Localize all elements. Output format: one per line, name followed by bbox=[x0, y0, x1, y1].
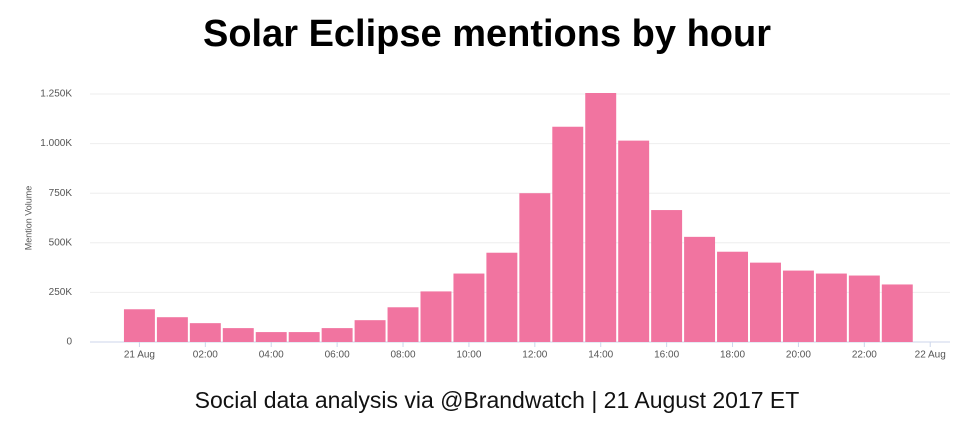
x-tick-label: 04:00 bbox=[259, 350, 284, 361]
bar bbox=[288, 332, 320, 342]
bar bbox=[881, 284, 913, 342]
x-tick-label: 08:00 bbox=[391, 350, 416, 361]
bar bbox=[255, 332, 287, 342]
bar bbox=[519, 193, 551, 342]
x-tick-label: 22 Aug bbox=[915, 350, 946, 361]
x-tick-label: 18:00 bbox=[720, 350, 745, 361]
bar bbox=[848, 275, 880, 342]
bar bbox=[354, 320, 386, 342]
x-tick-label: 20:00 bbox=[786, 350, 811, 361]
bar bbox=[189, 323, 221, 342]
x-tick-label: 14:00 bbox=[588, 350, 613, 361]
bar bbox=[782, 270, 814, 342]
bar bbox=[815, 273, 847, 342]
bar bbox=[486, 252, 518, 342]
chart-title: Solar Eclipse mentions by hour bbox=[203, 13, 771, 55]
bar bbox=[123, 309, 155, 342]
bar bbox=[618, 140, 650, 342]
y-tick-label: 1.250K bbox=[40, 89, 72, 100]
y-tick-label: 1.000K bbox=[40, 138, 72, 149]
y-tick-label: 0 bbox=[66, 337, 72, 348]
x-tick-label: 21 Aug bbox=[124, 350, 155, 361]
x-tick-label: 10:00 bbox=[456, 350, 481, 361]
bar bbox=[321, 328, 353, 342]
y-axis-label: Mention Volume bbox=[23, 186, 33, 251]
x-tick-label: 22:00 bbox=[852, 350, 877, 361]
bar bbox=[750, 262, 781, 342]
y-tick-label: 750K bbox=[49, 188, 73, 199]
bar bbox=[684, 236, 716, 342]
bar bbox=[453, 273, 485, 342]
x-tick-label: 12:00 bbox=[522, 350, 547, 361]
y-tick-label: 250K bbox=[49, 287, 73, 298]
chart-subtitle: Social data analysis via @Brandwatch | 2… bbox=[195, 387, 800, 413]
x-tick-label: 16:00 bbox=[654, 350, 679, 361]
bar bbox=[420, 291, 452, 342]
bar bbox=[717, 251, 749, 342]
bar bbox=[222, 328, 254, 342]
bar bbox=[651, 210, 683, 342]
bar bbox=[387, 307, 419, 342]
y-tick-label: 500K bbox=[49, 237, 73, 248]
bar bbox=[552, 126, 584, 343]
x-tick-label: 06:00 bbox=[325, 350, 350, 361]
bar bbox=[156, 317, 188, 342]
bar bbox=[585, 93, 617, 343]
x-tick-label: 02:00 bbox=[193, 350, 218, 361]
